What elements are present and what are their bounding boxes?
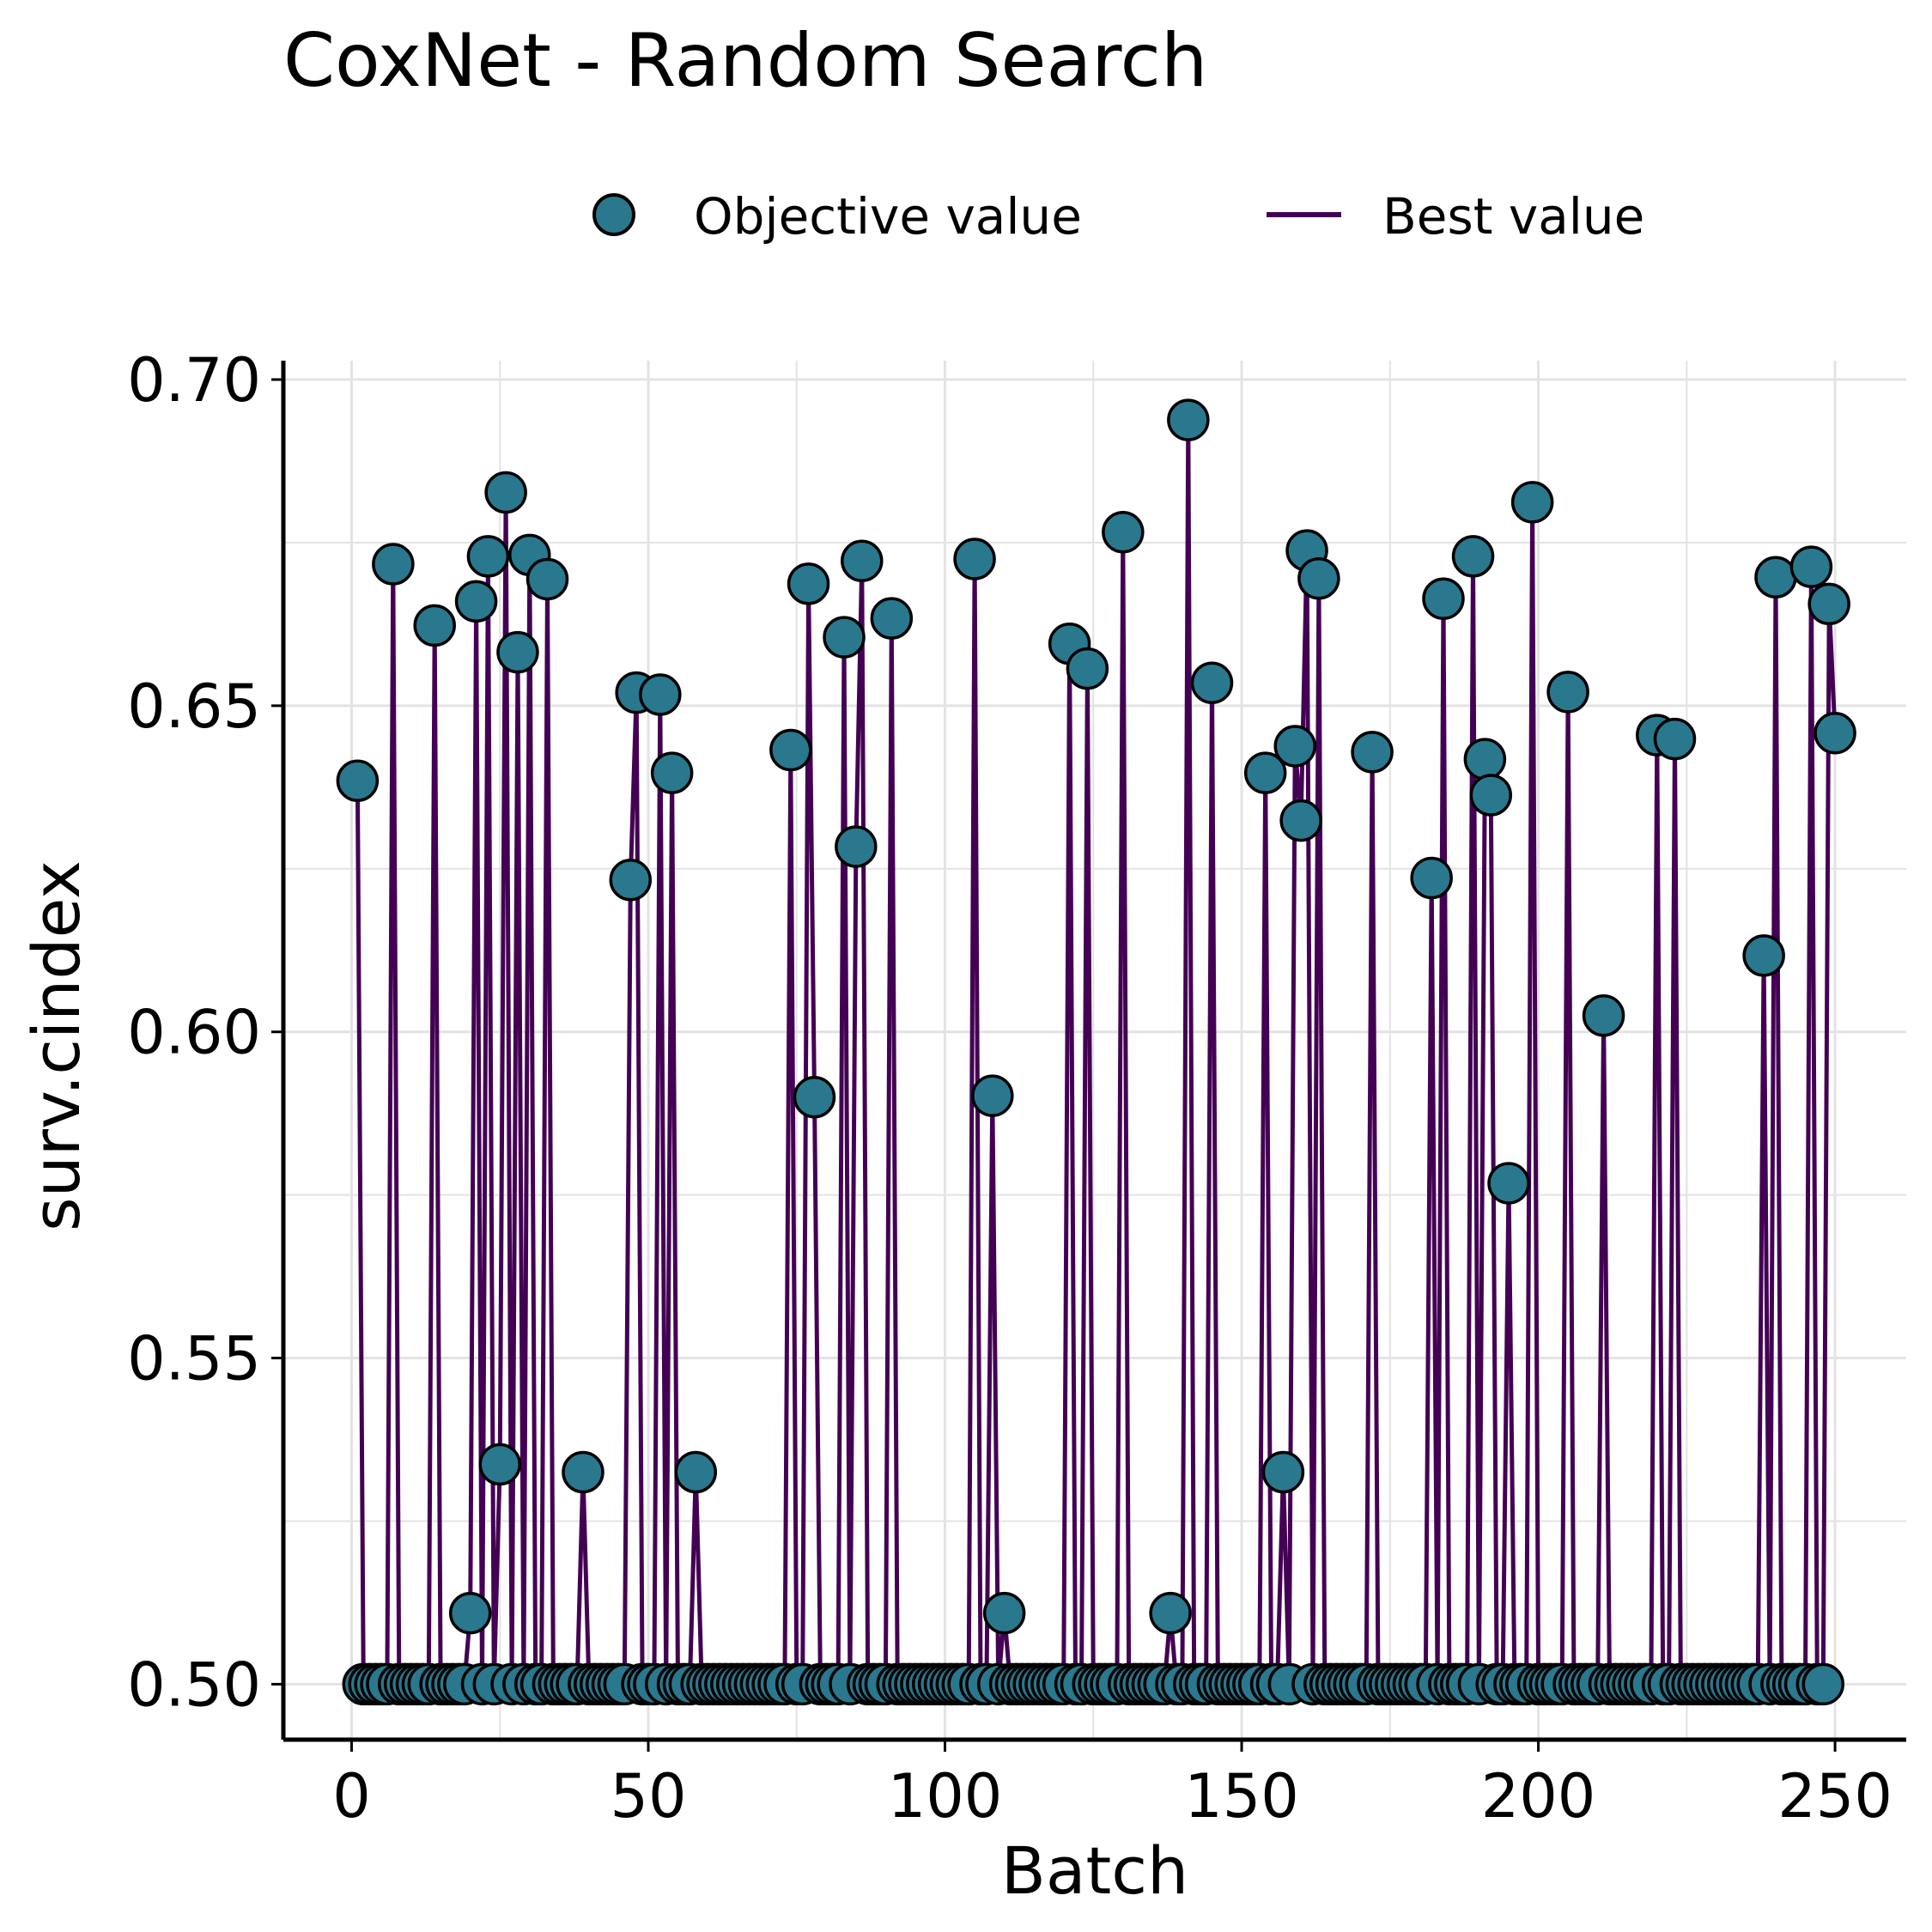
objective-point [1243,751,1287,794]
objective-point [769,728,812,772]
y-tick-label: 0.70 [127,345,261,416]
objective-point [835,825,878,868]
x-tick-label: 200 [1481,1761,1596,1832]
x-axis-title: Batch [1001,1832,1188,1909]
y-tick-label: 0.65 [127,671,261,742]
objective-point [1754,556,1797,598]
objective-point [971,1074,1014,1117]
x-tick-label: 50 [610,1761,686,1832]
objective-point [1066,647,1109,690]
objective-point [448,1591,492,1635]
objective-point [413,604,456,647]
objective-point [793,1075,836,1119]
chart-title: CoxNet - Random Search [283,18,1207,104]
objective-point [478,1443,521,1486]
objective-point [1469,774,1513,817]
objective-point [1149,1591,1192,1635]
objective-point [982,1591,1026,1635]
objective-point [787,562,830,605]
objective-point [1801,1662,1845,1706]
objective-point [372,543,415,586]
objective-point [526,557,569,601]
objective-point [336,759,380,802]
objective-point [484,471,527,514]
y-tick-label: 0.50 [127,1649,261,1720]
objective-point [1582,993,1625,1037]
objective-point [650,751,694,794]
objective-point [1807,582,1850,626]
objective-point [1273,725,1316,768]
objective-point [496,630,539,674]
y-axis-title: surv.cindex [18,860,94,1231]
objective-point [562,1450,605,1494]
objective-point [674,1450,718,1494]
y-tick-label: 0.55 [127,1324,261,1394]
objective-point [1279,799,1322,842]
x-tick-label: 0 [332,1761,371,1832]
objective-point [609,858,653,902]
objective-point [1410,856,1453,900]
objective-point [1261,1450,1305,1494]
objective-point [1653,717,1697,761]
axes [281,361,1906,1742]
objective-point [1351,731,1394,774]
objective-point [639,673,682,716]
x-tick-label: 150 [1184,1761,1299,1832]
objective-point [953,538,996,580]
objective-point [1422,577,1465,621]
objective-point [1463,738,1507,781]
objective-point [1297,556,1340,600]
legend-objective-marker [592,193,635,236]
objective-point [1487,1162,1530,1205]
objective-points [336,398,1856,1706]
legend-objective-label: Objective value [694,187,1082,246]
legend-best-label: Best value [1382,187,1644,246]
objective-point [466,535,510,578]
objective-point [841,539,884,582]
x-tick-label: 100 [888,1761,1003,1832]
objective-point [1742,934,1785,977]
objective-point [1814,712,1856,755]
best-value-line [355,420,1838,1686]
objective-point [823,616,866,659]
objective-point [1510,481,1554,524]
y-tick-label: 0.60 [127,998,261,1068]
objective-point [1546,671,1589,714]
objective-point [870,597,914,640]
best-value-path [355,420,1838,1686]
x-tick-label: 250 [1777,1761,1893,1832]
legend: Objective value Best value [592,187,1644,246]
objective-point [1190,661,1234,705]
objective-point [1167,398,1210,441]
objective-point [1102,511,1145,554]
objective-point [454,580,498,623]
objective-point [1789,545,1833,588]
objective-point [1451,535,1495,578]
ticks: 0 50 100 150 200 250 0.50 0.55 0.60 0.65 0.70 [127,345,1893,1832]
